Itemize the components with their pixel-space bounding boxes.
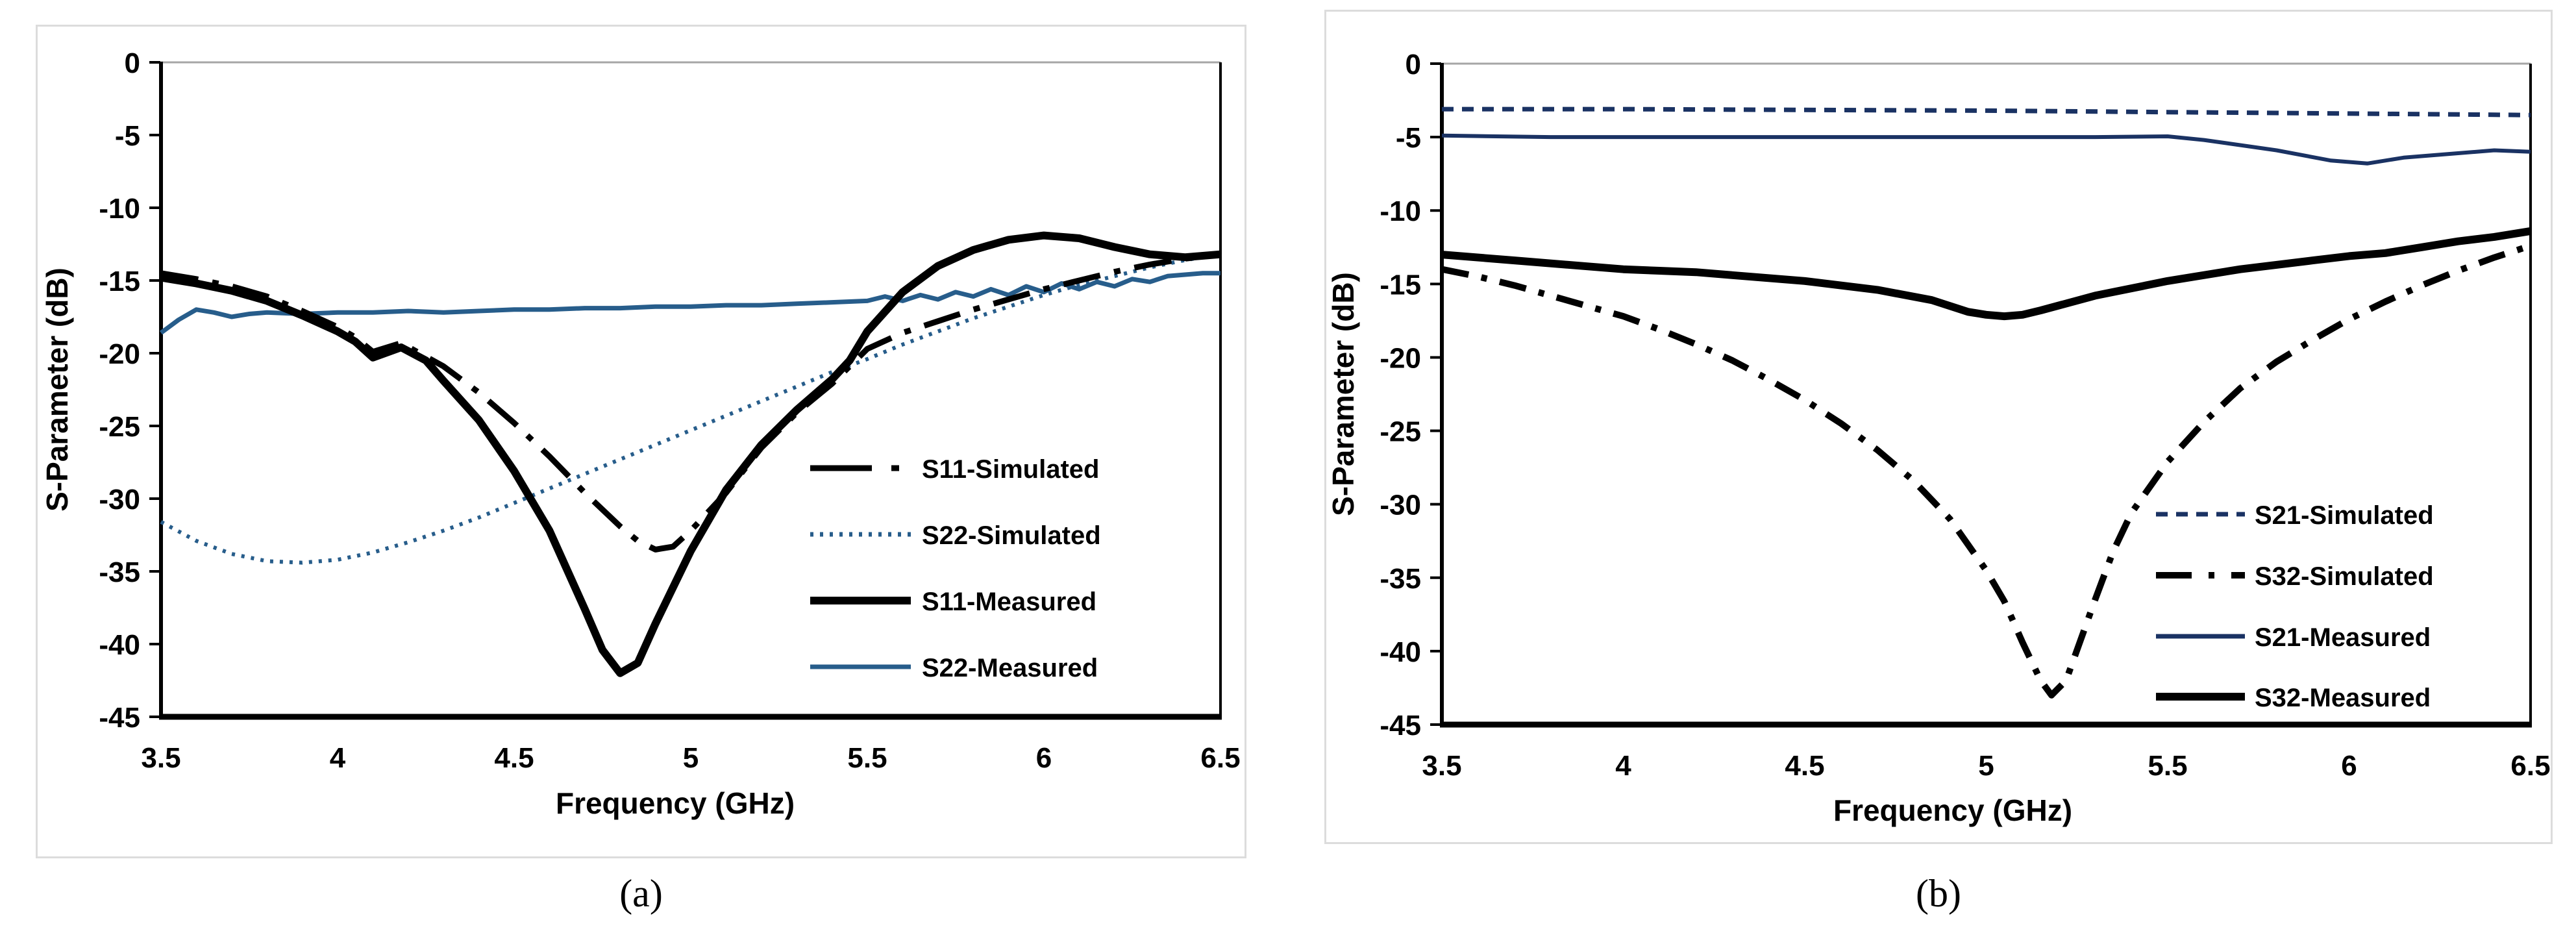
x-tick-label: 6.5 [1200,742,1240,774]
y-tick-label: -30 [99,484,140,516]
y-tick-label: -45 [1380,710,1421,741]
y-tick-label: -20 [1380,342,1421,374]
y-axis-title: S-Parameter (dB) [40,268,74,512]
y-tick-label: -15 [99,266,140,297]
curve-s21-measured [1441,133,2531,166]
caption-a: (a) [619,872,663,915]
x-tick-label: 5 [1978,750,1994,782]
y-tick-label: -40 [1380,636,1421,668]
curve-s32-simulated [1441,242,2532,699]
curve-s11-measured [160,231,1221,677]
curve-s32-measured [1441,227,2531,321]
curve-s22-simulated [160,252,1221,565]
y-tick-label: -5 [1396,122,1421,154]
x-tick-label: 5 [683,742,699,774]
x-tick-label: 3.5 [141,742,180,774]
y-tick-label: -45 [99,702,140,734]
x-axis-title: Frequency (GHz) [556,786,795,820]
x-tick-label: 4.5 [494,742,534,774]
x-tick-label: 6 [2341,750,2357,782]
chart-panel-b: 0 -5 -10 -15 -20 -25 -30 -35 -40 -45 3.5 4 4.5 5 5.5 6 6… [1324,10,2553,844]
y-tick-label: -20 [99,338,140,370]
x-tick-label: 6 [1036,742,1052,774]
x-tick-label: 5.5 [2148,750,2187,782]
x-tick-label: 6.5 [2510,750,2550,782]
legend-label-s11-simulated: S11-Simulated [922,455,1099,484]
x-tick-label: 4.5 [1785,750,1824,782]
legend-label-s21-measured: S21-Measured [2255,623,2431,652]
y-tick-label: -30 [1380,490,1421,521]
x-tick-label: 4 [1615,750,1631,782]
x-tick-label: 5.5 [847,742,887,774]
y-tick-label: 0 [1406,49,1421,81]
legend-label-s32-measured: S32-Measured [2255,684,2431,712]
y-tick-label: -15 [1380,269,1421,301]
y-tick-label: -25 [99,411,140,443]
chart-a: 0 -5 -10 -15 -20 -25 -30 -35 -40 -453.5 4 4.5 5 5.5 6 6… [40,47,1241,820]
chart-b: 0 -5 -10 -15 -20 -25 -30 -35 -40 -453.5 4 4.5 5 5.5 6 6… [1326,49,2551,827]
curve-s21-simulated [1442,106,2531,118]
y-tick-label: -40 [99,629,140,661]
legend-label-s32-simulated: S32-Simulated [2255,562,2434,591]
y-axis-title: S-Parameter (dB) [1326,272,1360,516]
plot-area [159,231,1221,677]
legend-label-s22-measured: S22-Measured [922,654,1098,682]
legend-label-s22-simulated: S22-Simulated [922,521,1101,550]
caption-b: (b) [1916,872,1961,915]
chart-panel-a: 0 -5 -10 -15 -20 -25 -30 -35 -40 -45 3.5 4 4.5 5 5.5 6 6… [36,25,1246,858]
y-tick-label: -35 [99,556,140,588]
y-tick-label: -35 [1380,563,1421,595]
legend-label-s21-simulated: S21-Simulated [2255,501,2434,530]
y-tick-label: -5 [115,120,140,152]
curve-s11-simulated [160,251,1221,553]
y-tick-label: -10 [99,193,140,225]
x-tick-label: 4 [330,742,346,774]
y-tick-label: -10 [1380,195,1421,227]
plot-area [1441,106,2532,699]
y-tick-label: -25 [1380,416,1421,448]
legend-label-s11-measured: S11-Measured [922,588,1096,616]
y-tick-label: 0 [125,47,140,79]
x-tick-label: 3.5 [1422,750,1461,782]
x-axis-title: Frequency (GHz) [1833,793,2072,827]
